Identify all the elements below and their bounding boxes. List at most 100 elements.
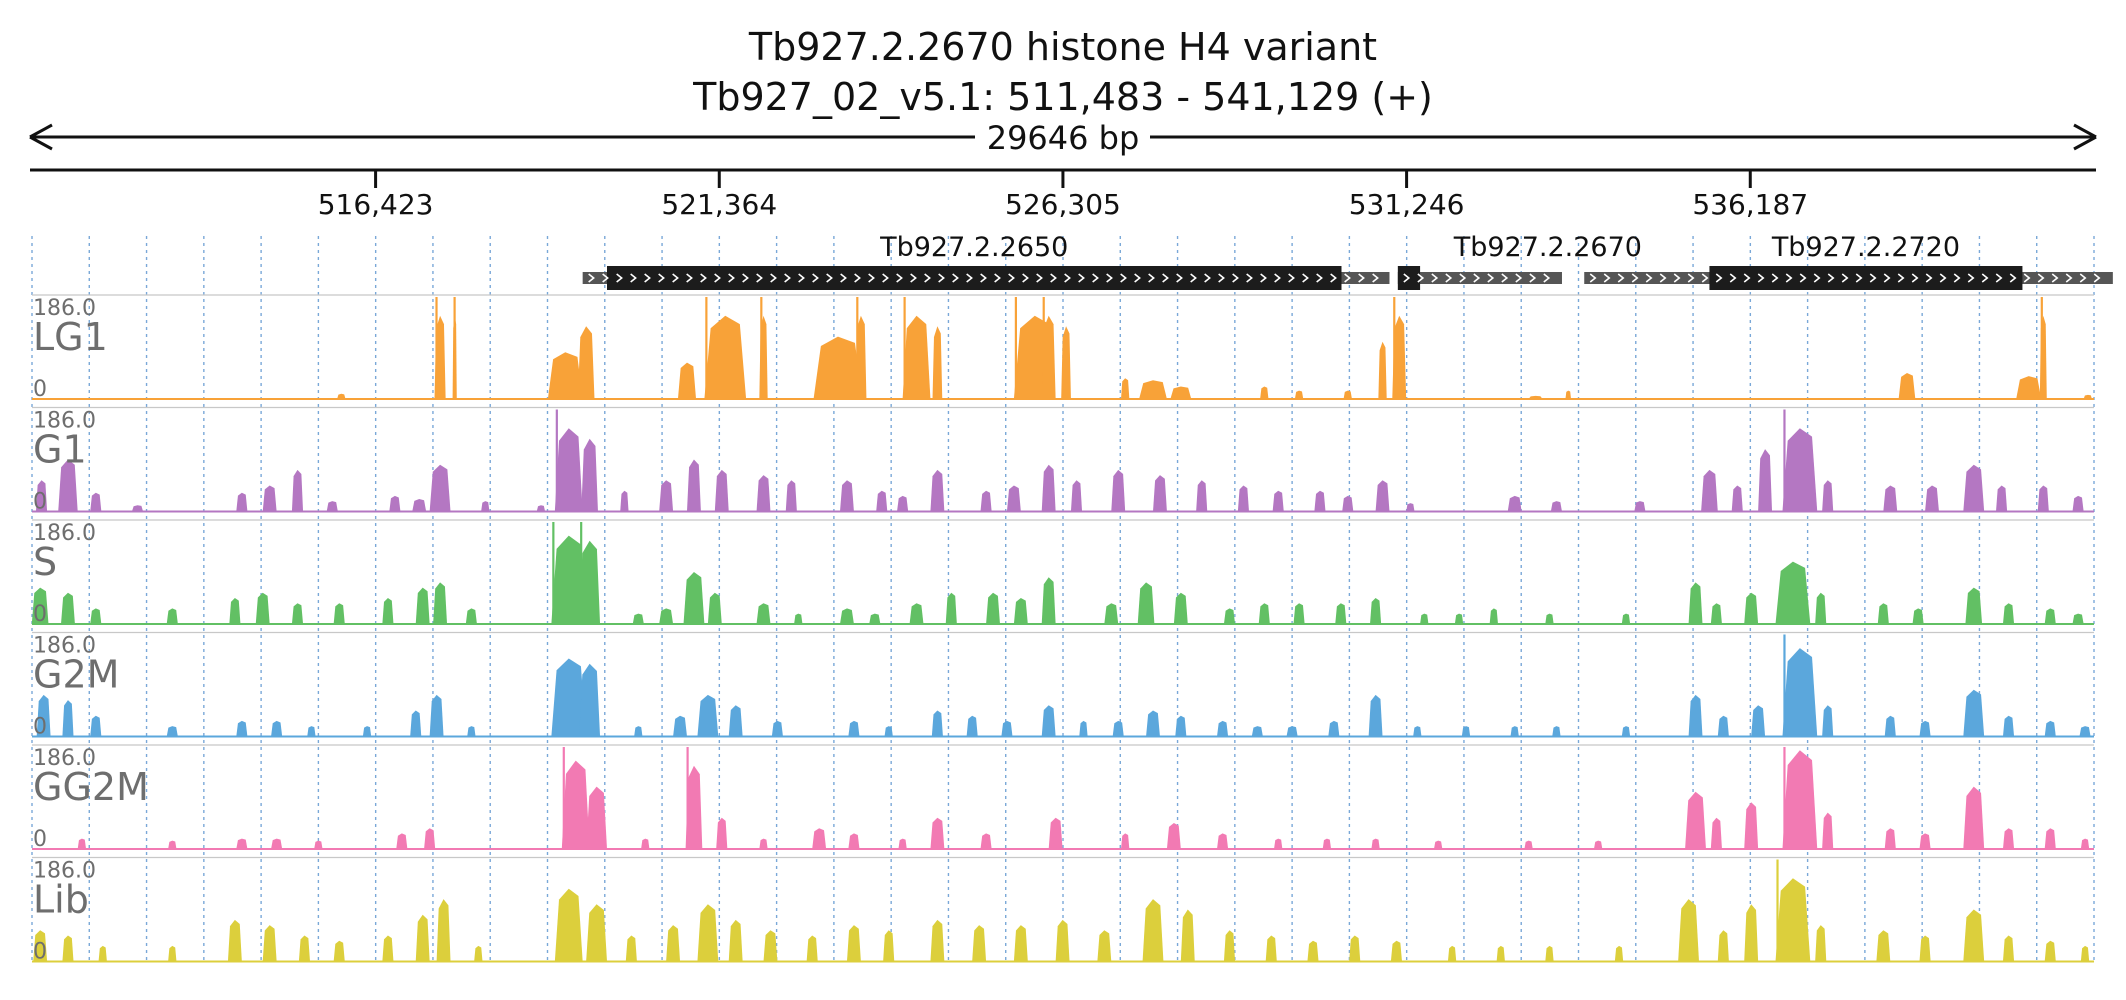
strand-chevron-icon [728, 273, 735, 283]
track-max-label: 186.0 [33, 859, 96, 884]
strand-chevron-icon [1953, 273, 1961, 283]
coverage-peak [236, 838, 248, 849]
coverage-peak [1370, 598, 1382, 624]
strand-chevron-icon [1771, 273, 1779, 283]
coverage-peak [168, 945, 177, 962]
coverage-peak [632, 613, 644, 624]
coverage-peak [579, 663, 601, 737]
coverage-peak [1153, 475, 1167, 512]
coverage-peak [634, 726, 643, 737]
strand-chevron-icon [854, 273, 861, 283]
coverage-peak [980, 833, 992, 849]
coverage-peak [1447, 945, 1457, 962]
coverage-peak [1371, 838, 1380, 849]
coverage-peak [897, 495, 909, 512]
strand-chevron-icon [1515, 273, 1523, 283]
coverage-peak [2083, 394, 2092, 399]
coverage-peak [1328, 720, 1340, 737]
coverage-peak [677, 362, 697, 399]
gene-track[interactable]: Tb927.2.2650 Tb927.2.2670 Tb927.2.2720 [582, 232, 2113, 290]
strand-chevron-icon [1050, 273, 1057, 283]
coverage-peak [1223, 930, 1236, 962]
coverage-peak [429, 464, 451, 512]
track-max-label: 186.0 [33, 521, 96, 546]
coverage-peak [728, 705, 743, 737]
coverage-peak [1265, 935, 1277, 962]
coverage-peak [659, 480, 674, 512]
gene-feature-Tb927.2.2670[interactable]: Tb927.2.2670 [1397, 232, 1642, 290]
gene-cds [607, 266, 1342, 290]
strand-chevron-icon [1445, 273, 1453, 283]
gene-cds [1709, 266, 2023, 290]
coverage-peak [333, 603, 345, 624]
strand-chevron-icon [1501, 273, 1509, 283]
coverage-peak [236, 492, 248, 512]
strand-chevron-icon [1162, 273, 1169, 283]
coverage-peak [90, 492, 102, 512]
coverage-peak [554, 888, 583, 962]
coverage-peak [58, 459, 78, 512]
coverage-peak [1112, 720, 1124, 737]
gene-feature-Tb927.2.2650[interactable]: Tb927.2.2650 [582, 232, 1390, 290]
coverage-peak [33, 930, 48, 962]
coverage-peak [1822, 812, 1834, 849]
strand-chevron-icon [1473, 273, 1481, 283]
coverage-tracks: 186.00LG1186.00G1186.00S186.00G2M186.00G… [31, 294, 2094, 965]
coverage-peak [2072, 613, 2084, 624]
coverage-peak [1775, 878, 1811, 962]
coverage-peak [412, 499, 427, 512]
strand-chevron-icon [1785, 273, 1793, 283]
coverage-peak [1335, 603, 1347, 624]
strand-chevron-icon [1358, 273, 1365, 283]
coverage-peak [1142, 899, 1164, 962]
coverage-peak [1173, 592, 1188, 624]
coverage-peak [298, 935, 311, 962]
coverage-peak [90, 608, 102, 624]
coverage-peak [1434, 840, 1443, 849]
coverage-peak [980, 490, 992, 512]
strand-chevron-icon [812, 273, 819, 283]
strand-chevron-icon [2079, 273, 2087, 283]
coverage-peak [1121, 378, 1130, 399]
coverage-peak [98, 945, 107, 962]
strand-chevron-icon [1603, 273, 1611, 283]
strand-chevron-icon [588, 273, 595, 283]
strand-chevron-icon [1106, 273, 1113, 283]
coverage-peak [1884, 828, 1896, 849]
strand-chevron-icon [868, 273, 875, 283]
coverage-peak [1216, 833, 1229, 849]
strand-chevron-icon [952, 273, 959, 283]
ruler-tick-label: 526,305 [1005, 188, 1121, 221]
coverage-peak [1307, 940, 1319, 962]
coverage-peak [1041, 315, 1056, 399]
gene-feature-Tb927.2.2720[interactable]: Tb927.2.2720 [1584, 232, 2113, 290]
coverage-peak [1688, 694, 1703, 737]
strand-chevron-icon [1687, 273, 1695, 283]
coverage-peak [2002, 603, 2015, 624]
strand-chevron-icon [1487, 273, 1495, 283]
coverage-peak [1758, 449, 1773, 512]
coverage-peak [1175, 715, 1187, 737]
coverage-peak [436, 899, 451, 962]
coverage-peak [2037, 485, 2049, 512]
strand-chevron-icon [1330, 273, 1337, 283]
strand-chevron-icon [1022, 273, 1029, 283]
strand-chevron-icon [1134, 273, 1141, 283]
track-name-label: G2M [33, 653, 119, 697]
strand-chevron-icon [1148, 273, 1155, 283]
track-min-label: 0 [33, 490, 47, 515]
strand-chevron-icon [994, 273, 1001, 283]
strand-chevron-icon [1729, 273, 1737, 283]
strand-chevron-icon [1757, 273, 1765, 283]
strand-chevron-icon [1855, 273, 1863, 283]
coverage-peak [415, 914, 430, 962]
coverage-peak [577, 326, 595, 399]
coverage-peak [1963, 909, 1985, 962]
strand-chevron-icon [2037, 273, 2045, 283]
strand-chevron-icon [1176, 273, 1183, 283]
coverage-peak [1489, 608, 1498, 624]
coverage-peak [1375, 480, 1390, 512]
coverage-peak [1751, 705, 1766, 737]
strand-chevron-icon [700, 273, 707, 283]
